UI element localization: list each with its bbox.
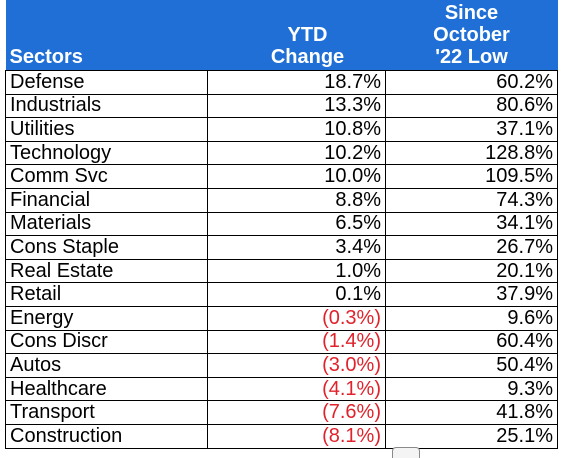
since-low-cell: 60.4% [385,329,558,355]
sector-name-cell: Retail [5,282,208,307]
table-row: Construction (8.1%) 25.1% [5,423,558,449]
table-row: Comm Svc 10.0% 109.5% [5,164,558,189]
table-row: Financial 8.8% 74.3% [5,187,558,213]
table-row: Utilities 10.8% 37.1% [5,117,558,142]
sector-name-cell: Defense [5,70,208,95]
ytd-change-cell: (1.4%) [207,329,386,355]
header-since-line-2: October [433,24,510,46]
ytd-change-cell: (7.6%) [207,400,386,425]
table-row: Technology 10.2% 128.8% [5,140,558,166]
table-row: Autos (3.0%) 50.4% [5,353,558,378]
sector-name-cell: Industrials [5,93,208,119]
ytd-change-cell: 3.4% [207,235,386,260]
table-row: Industrials 13.3% 80.6% [5,93,558,119]
since-low-cell: 50.4% [385,353,558,378]
sector-name-cell: Cons Staple [5,235,208,260]
header-since-october-low: Since October '22 Low [385,0,558,71]
ytd-change-cell: 10.2% [207,140,386,166]
since-low-cell: 34.1% [385,211,558,237]
since-low-cell: 60.2% [385,70,558,95]
sector-name-cell: Utilities [5,117,208,142]
since-low-cell: 37.1% [385,117,558,142]
since-low-cell: 9.6% [385,305,558,331]
since-low-cell: 9.3% [385,376,558,402]
sector-name-cell: Real Estate [5,258,208,284]
header-since-line-3: '22 Low [435,46,508,68]
ytd-change-cell: 10.8% [207,117,386,142]
sector-name-cell: Cons Discr [5,329,208,355]
table-row: Cons Discr (1.4%) 60.4% [5,329,558,355]
header-sectors-label: Sectors [9,46,83,68]
ytd-change-cell: 6.5% [207,211,386,237]
since-low-cell: 25.1% [385,423,558,449]
sector-name-cell: Healthcare [5,376,208,402]
sector-name-cell: Materials [5,211,208,237]
sector-name-cell: Comm Svc [5,164,208,189]
since-low-cell: 128.8% [385,140,558,166]
header-sectors: Sectors [5,0,208,71]
since-low-cell: 20.1% [385,258,558,284]
table-row: Healthcare (4.1%) 9.3% [5,376,558,402]
header-since-line-1: Since [444,2,499,24]
table-header: Sectors YTD Change Since October '22 Low [5,0,558,71]
header-ytd-change: YTD Change [207,0,386,71]
ytd-change-cell: 18.7% [207,70,386,95]
since-low-cell: 109.5% [385,164,558,189]
table-body: Defense 18.7% 60.2% Industrials 13.3% 80.6% Ut… [5,70,558,449]
ytd-change-cell: 1.0% [207,258,386,284]
since-low-cell: 41.8% [385,400,558,425]
sector-name-cell: Technology [5,140,208,166]
table-row: Real Estate 1.0% 20.1% [5,258,558,284]
ytd-change-cell: 8.8% [207,187,386,213]
sector-performance-table-wrapper: Sectors YTD Change Since October '22 Low… [5,0,558,449]
since-low-cell: 74.3% [385,187,558,213]
sector-name-cell: Autos [5,353,208,378]
sector-performance-table: Sectors YTD Change Since October '22 Low… [5,0,558,449]
ytd-change-cell: (8.1%) [207,423,386,449]
sector-name-cell: Financial [5,187,208,213]
ytd-change-cell: (0.3%) [207,305,386,331]
header-ytd-line-1: YTD [287,24,328,46]
table-row: Defense 18.7% 60.2% [5,70,558,95]
sector-name-cell: Energy [5,305,208,331]
since-low-cell: 80.6% [385,93,558,119]
header-ytd-line-2: Change [270,46,345,68]
header-row: Sectors YTD Change Since October '22 Low [5,0,558,71]
table-row: Energy (0.3%) 9.6% [5,305,558,331]
ytd-change-cell: (4.1%) [207,376,386,402]
table-row: Materials 6.5% 34.1% [5,211,558,237]
sector-name-cell: Transport [5,400,208,425]
ytd-change-cell: 0.1% [207,282,386,307]
ytd-change-cell: (3.0%) [207,353,386,378]
since-low-cell: 26.7% [385,235,558,260]
table-row: Cons Staple 3.4% 26.7% [5,235,558,260]
since-low-cell: 37.9% [385,282,558,307]
table-row: Transport (7.6%) 41.8% [5,400,558,425]
table-row: Retail 0.1% 37.9% [5,282,558,307]
ytd-change-cell: 10.0% [207,164,386,189]
ytd-change-cell: 13.3% [207,93,386,119]
sector-name-cell: Construction [5,423,208,449]
